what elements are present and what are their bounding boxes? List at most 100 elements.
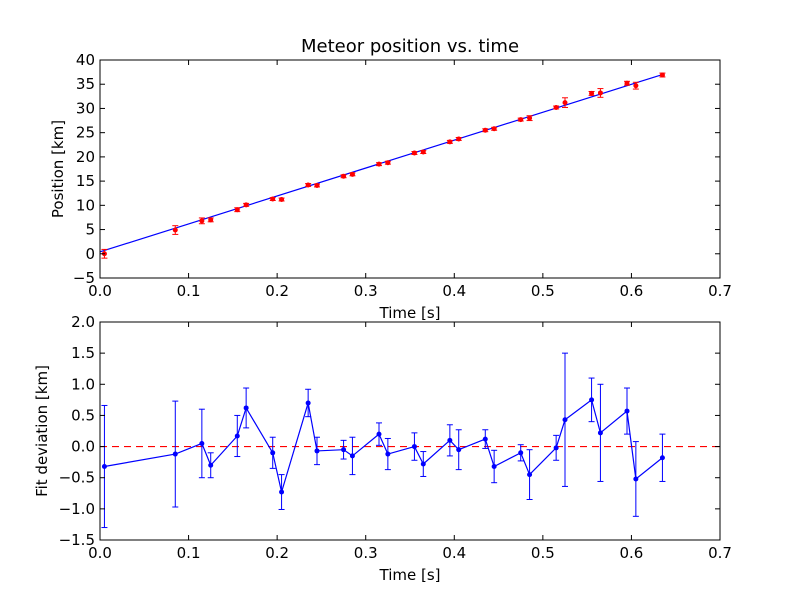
y-tick-label: 0 [85,245,95,263]
position-point [553,104,559,110]
deviation-axes-frame [99,321,721,541]
position-point [341,173,347,179]
y-tick-label: 2.0 [71,313,95,331]
position-point [624,80,630,86]
x-tick-label: 0.3 [354,544,378,562]
position-axes-frame [99,59,721,279]
x-tick-label: 0.1 [177,544,201,562]
y-tick-label: 1.0 [71,375,95,393]
deviation-point [562,417,568,423]
position-point [420,149,426,155]
y-tick-label: −1.0 [59,500,95,518]
deviation-x-ticks: 0.0 0.1 0.2 0.3 0.4 0.5 0.6 0.7 [88,322,732,562]
position-y-axis-label: Position [km] [49,120,67,218]
position-y-ticks: −5 0 5 10 15 20 25 30 35 40 [73,51,720,287]
deviation-point [447,437,453,443]
position-plot-area [99,72,666,259]
deviation-point [270,450,276,456]
deviation-point [172,451,178,457]
deviation-plot-area [100,352,720,529]
position-point [527,115,533,121]
position-point [456,136,462,142]
y-tick-label: −1.5 [59,531,95,549]
deviation-point [482,436,488,442]
deviation-point [527,472,533,478]
x-tick-label: 0.1 [177,282,201,300]
deviation-point [659,455,665,461]
position-point [270,196,276,202]
position-point [518,117,524,123]
deviation-x-axis-label: Time [s] [379,566,441,584]
deviation-point [314,448,320,454]
y-tick-label: 20 [76,148,95,166]
deviation-point [411,444,417,450]
deviation-point [420,461,426,467]
x-tick-label: 0.0 [88,282,112,300]
x-tick-label: 0.2 [265,282,289,300]
position-chart: Meteor position vs. time 0.0 0.1 0.2 0.3 0.4… [49,36,732,322]
position-point [597,90,603,96]
position-point [589,90,595,96]
deviation-point [376,431,382,437]
deviation-point [491,464,497,470]
deviation-point [243,405,249,411]
deviation-point [341,447,347,453]
deviation-y-ticks: −1.5 −1.0 −0.5 0.0 0.5 1.0 1.5 2.0 [59,313,720,549]
position-point [385,160,391,166]
position-point [447,139,453,145]
deviation-point [101,464,107,470]
x-tick-label: 0.0 [88,544,112,562]
position-point [208,217,214,223]
y-tick-label: 0.5 [71,406,95,424]
deviation-point [305,400,311,406]
deviation-point [518,450,524,456]
y-tick-label: 40 [76,51,95,69]
deviation-y-axis-label: Fit deviation [km] [33,365,51,497]
deviation-point [208,462,214,468]
deviation-point [624,408,630,414]
x-tick-label: 0.6 [619,544,643,562]
position-point [305,182,311,188]
position-point [234,207,240,213]
deviation-point [456,447,462,453]
y-tick-label: 0.0 [71,438,95,456]
deviation-point [553,445,559,451]
position-point [411,150,417,156]
deviation-point [279,489,285,495]
position-x-ticks: 0.0 0.1 0.2 0.3 0.4 0.5 0.6 0.7 [88,60,732,300]
position-point [243,202,249,208]
y-tick-label: −5 [73,269,95,287]
position-point [172,227,178,233]
x-tick-label: 0.4 [442,282,466,300]
position-x-axis-label: Time [s] [379,304,441,322]
y-tick-label: 5 [85,221,95,239]
y-tick-label: 10 [76,196,95,214]
x-tick-label: 0.5 [531,544,555,562]
x-tick-label: 0.4 [442,544,466,562]
position-point [562,100,568,106]
position-point [279,197,285,203]
chart-title: Meteor position vs. time [301,36,519,57]
x-tick-label: 0.7 [708,282,732,300]
x-tick-label: 0.3 [354,282,378,300]
y-tick-label: 1.5 [71,344,95,362]
position-point [491,126,497,132]
y-tick-label: −0.5 [59,469,95,487]
y-tick-label: 25 [76,124,95,142]
x-tick-label: 0.5 [531,282,555,300]
deviation-point [597,430,603,436]
deviation-point [234,433,240,439]
x-tick-label: 0.6 [619,282,643,300]
position-point [376,161,382,167]
y-tick-label: 30 [76,99,95,117]
y-tick-label: 15 [76,172,95,190]
deviation-point [349,453,355,459]
deviation-chart: 0.0 0.1 0.2 0.3 0.4 0.5 0.6 0.7 −1.5−1.0−0.50.0… [33,313,732,584]
position-point [314,182,320,188]
deviation-point [385,451,391,457]
deviation-point [633,476,639,482]
deviation-point [589,397,595,403]
x-tick-label: 0.2 [265,544,289,562]
